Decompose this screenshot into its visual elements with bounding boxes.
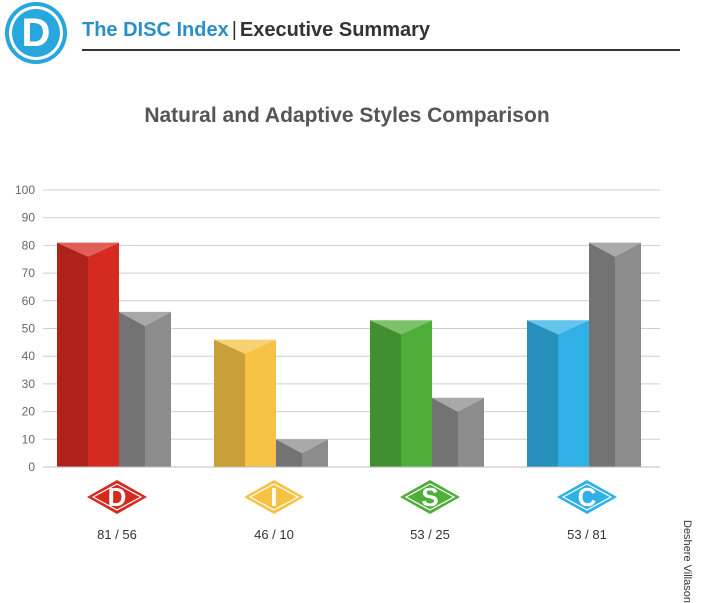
header-title: The DISC Index | Executive Summary: [82, 19, 430, 42]
style-diamond-border: [404, 483, 456, 511]
style-diamond-border: [91, 483, 143, 511]
y-tick-label: 0: [28, 460, 35, 474]
style-diamond-border: [248, 483, 300, 511]
style-diamond-i: [244, 480, 304, 514]
y-tick-label: 60: [22, 294, 36, 308]
natural-bar-c: [527, 320, 589, 467]
bar-chart: 0 10 20 30 40 50 60 70 80 90 100 D 81 / 56 I 46 / 10 S 5…: [15, 183, 660, 542]
style-diamond-d: [87, 480, 147, 514]
y-tick-label: 70: [22, 266, 36, 280]
y-tick-label: 20: [22, 405, 36, 419]
adaptive-bar-c: [589, 242, 641, 467]
adaptive-bar-i: [276, 439, 328, 467]
y-tick-label: 40: [22, 349, 36, 363]
category-value-label: 53 / 25: [410, 527, 450, 542]
category-letter: S: [421, 482, 438, 512]
natural-bar-i: [214, 339, 276, 467]
category-letter: I: [270, 482, 277, 512]
adaptive-bar-d: [119, 311, 171, 467]
header-rule: [82, 49, 680, 51]
category-letter: C: [578, 482, 597, 512]
adaptive-bar-s: [432, 397, 484, 467]
logo-letter: D: [21, 11, 51, 55]
category-value-label: 46 / 10: [254, 527, 294, 542]
natural-bar-s: [370, 320, 432, 467]
section-title: Executive Summary: [239, 19, 431, 41]
y-tick-label: 50: [22, 322, 36, 336]
y-tick-label: 90: [22, 211, 36, 225]
chart-title: Natural and Adaptive Styles Comparison: [144, 104, 550, 127]
category-letter: D: [108, 482, 127, 512]
natural-bar-d: [57, 242, 119, 467]
style-diamond-c: [557, 480, 617, 514]
title-separator: |: [231, 19, 237, 41]
disc-logo: D: [5, 2, 67, 64]
report-header: D The DISC Index | Executive Summary: [0, 0, 708, 70]
category-value-label: 81 / 56: [97, 527, 137, 542]
category-value-label: 53 / 81: [567, 527, 607, 542]
y-tick-label: 100: [15, 183, 35, 197]
vertical-name-label: Deshere Villason: [681, 520, 693, 603]
style-diamond-s: [400, 480, 460, 514]
y-tick-label: 30: [22, 377, 36, 391]
style-diamond-border: [561, 483, 613, 511]
y-tick-label: 80: [22, 238, 36, 252]
brand-name: The DISC Index: [82, 19, 229, 41]
y-tick-label: 10: [22, 432, 36, 446]
